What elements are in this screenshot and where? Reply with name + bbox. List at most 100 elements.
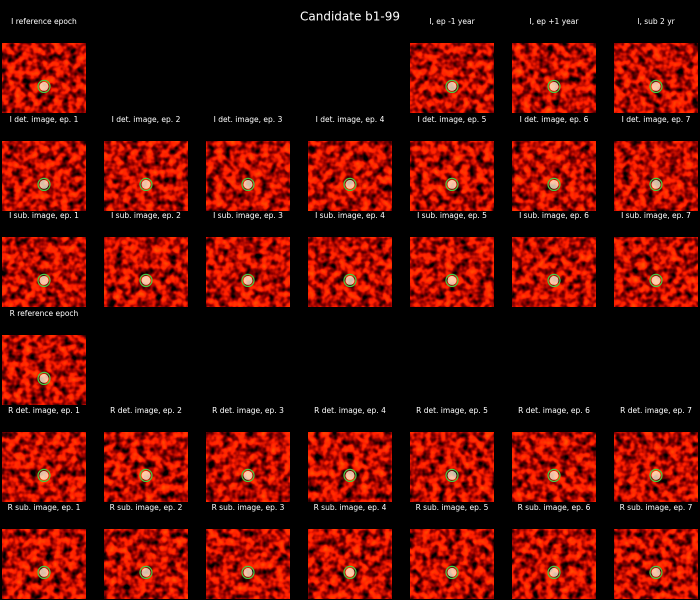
panel-label: R det. image, ep. 7 (620, 406, 692, 415)
thumbnail-image (410, 432, 494, 502)
thumbnail-image (104, 529, 188, 599)
thumbnail (104, 141, 188, 211)
source-ring (37, 468, 51, 482)
thumbnail-image (104, 237, 188, 307)
source-ring (37, 565, 51, 580)
thumbnail (512, 141, 596, 211)
thumbnail (104, 237, 188, 307)
panel-label: I sub. image, ep. 3 (213, 211, 283, 220)
source-glow (39, 179, 49, 189)
panel-label: I sub. image, ep. 4 (315, 211, 385, 220)
thumbnail (410, 141, 494, 211)
panel-label: R det. image, ep. 4 (314, 406, 386, 415)
panel-label: R sub. image, ep. 6 (518, 503, 591, 512)
thumbnail-image (410, 529, 494, 599)
thumbnail (410, 529, 494, 599)
source-glow (651, 179, 661, 189)
panel-label: I sub. image, ep. 2 (111, 211, 181, 220)
thumbnail (614, 529, 698, 599)
source-glow (549, 179, 559, 189)
source-ring (547, 177, 561, 191)
source-glow (243, 567, 253, 577)
source-ring (37, 371, 51, 385)
source-glow (651, 470, 661, 480)
panel-label: I det. image, ep. 6 (520, 115, 589, 124)
thumbnail-image (206, 237, 290, 307)
thumbnail-image (2, 335, 86, 405)
thumbnail-image (512, 432, 596, 502)
thumbnail (614, 43, 698, 113)
source-glow (39, 567, 49, 577)
thumbnail (104, 432, 188, 502)
panel-label: I det. image, ep. 7 (622, 115, 691, 124)
thumbnail-image (512, 43, 596, 113)
source-ring (241, 468, 255, 482)
source-glow (447, 179, 457, 189)
source-glow (447, 567, 457, 577)
source-ring (343, 565, 357, 580)
thumbnail-image (614, 237, 698, 307)
panel-label: I, ep -1 year (429, 17, 475, 26)
source-glow (141, 179, 151, 189)
thumbnail (2, 43, 86, 113)
source-ring (445, 468, 459, 482)
thumbnail (206, 529, 290, 599)
panel-label: I sub. image, ep. 5 (417, 211, 487, 220)
source-glow (651, 567, 661, 577)
panel-label: R sub. image, ep. 2 (110, 503, 183, 512)
panel-label: I det. image, ep. 5 (418, 115, 487, 124)
thumbnail-image (512, 237, 596, 307)
panel-label: I det. image, ep. 4 (316, 115, 385, 124)
thumbnail-image (104, 141, 188, 211)
panel-label: I reference epoch (11, 17, 77, 26)
source-ring (547, 79, 561, 94)
source-ring (139, 273, 153, 287)
source-ring (445, 273, 459, 287)
source-glow (243, 179, 253, 189)
source-ring (241, 565, 255, 580)
source-ring (649, 565, 663, 580)
panel-label: I sub. image, ep. 7 (621, 211, 691, 220)
source-ring (649, 273, 663, 287)
thumbnail-image (512, 141, 596, 211)
source-glow (345, 470, 355, 480)
thumbnail (614, 432, 698, 502)
source-glow (39, 275, 49, 285)
thumbnail (206, 141, 290, 211)
panel-label: R sub. image, ep. 1 (8, 503, 81, 512)
source-ring (547, 273, 561, 287)
panel-label: R sub. image, ep. 3 (212, 503, 285, 512)
source-ring (445, 79, 459, 94)
figure-title: Candidate b1-99 (300, 10, 400, 24)
thumbnail (308, 529, 392, 599)
source-ring (445, 177, 459, 191)
thumbnail-image (2, 432, 86, 502)
source-glow (447, 470, 457, 480)
source-ring (649, 79, 663, 94)
panel-label: R sub. image, ep. 5 (416, 503, 489, 512)
panel-label: R det. image, ep. 3 (212, 406, 284, 415)
source-ring (139, 565, 153, 580)
source-ring (343, 468, 357, 482)
thumbnail (410, 43, 494, 113)
thumbnail (614, 141, 698, 211)
source-ring (37, 177, 51, 191)
thumbnail (410, 432, 494, 502)
source-glow (39, 373, 49, 383)
thumbnail (206, 432, 290, 502)
thumbnail-image (206, 432, 290, 502)
source-glow (141, 275, 151, 285)
source-ring (37, 79, 51, 94)
thumbnail (512, 529, 596, 599)
thumbnail-image (410, 43, 494, 113)
source-ring (547, 565, 561, 580)
source-ring (241, 273, 255, 287)
thumbnail (2, 141, 86, 211)
source-glow (39, 470, 49, 480)
panel-label: I det. image, ep. 3 (214, 115, 283, 124)
thumbnail-image (410, 237, 494, 307)
panel-label: I det. image, ep. 2 (112, 115, 181, 124)
source-ring (649, 177, 663, 191)
thumbnail (410, 237, 494, 307)
source-glow (345, 567, 355, 577)
